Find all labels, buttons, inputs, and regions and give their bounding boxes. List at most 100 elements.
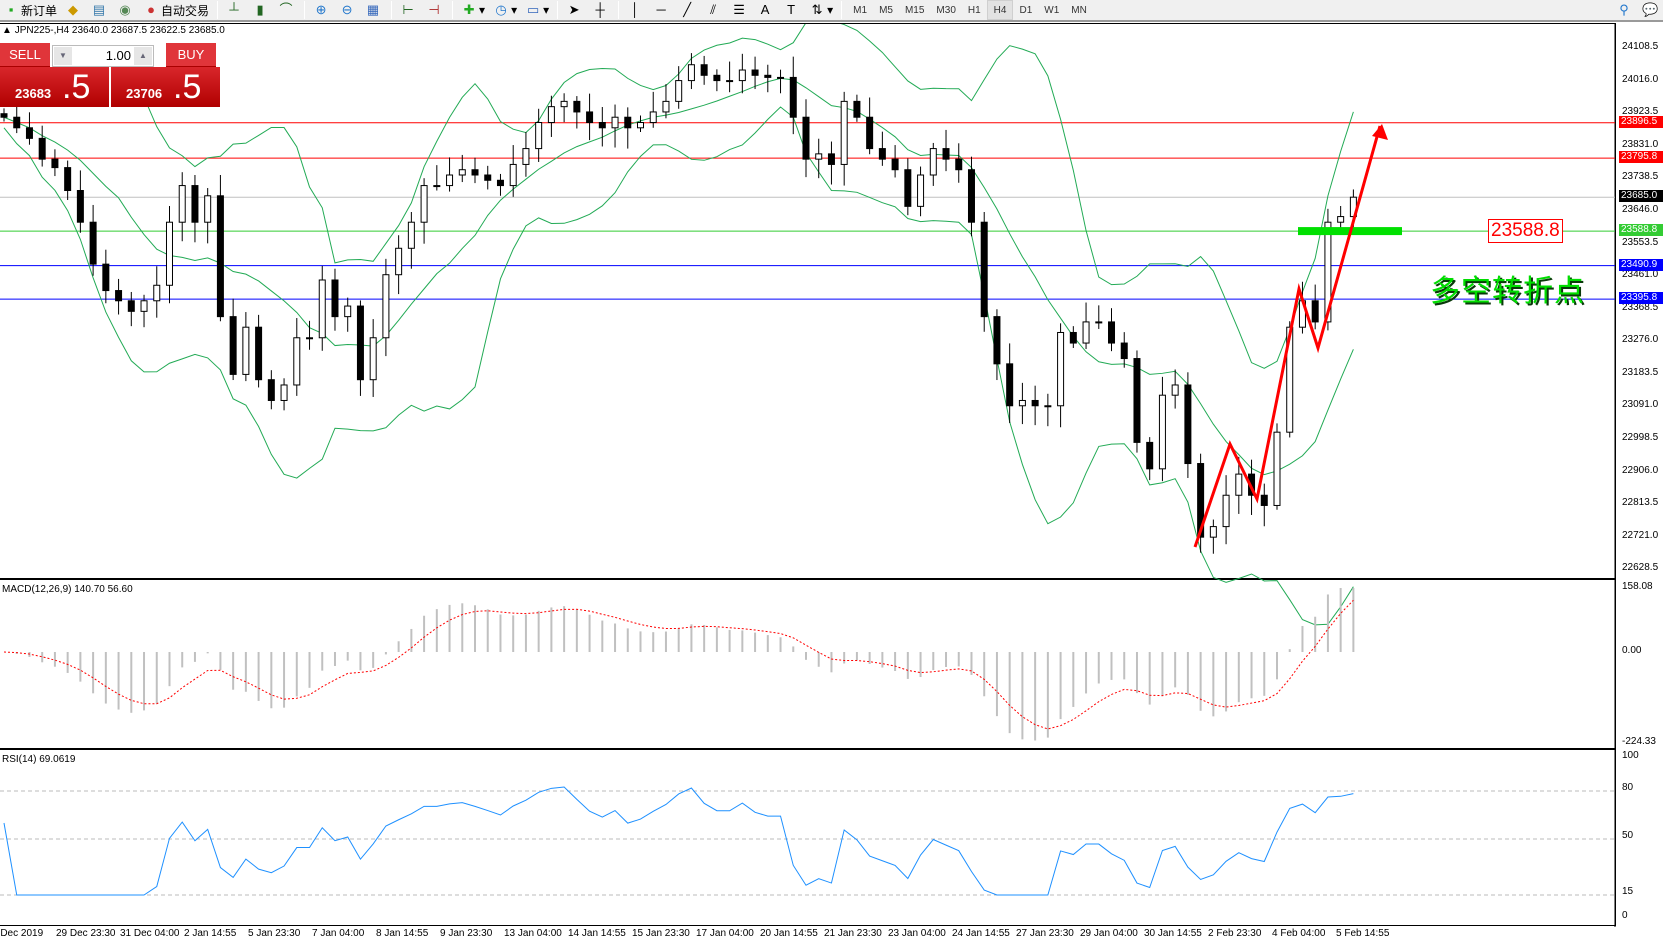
trendline-button[interactable]: ╱ (676, 0, 700, 20)
candle (1158, 394, 1166, 470)
candle (891, 158, 899, 171)
vertical-line-button[interactable]: │ (624, 0, 648, 20)
candle (738, 69, 746, 82)
zoom-out-button[interactable]: ⊖ (336, 0, 360, 20)
chart-header-text: JPN225-,H4 23640.0 23687.5 23622.5 23685… (14, 25, 225, 36)
candlestick-button[interactable]: ▮ (249, 0, 273, 20)
price-axis-label: 23923.5 (1622, 106, 1659, 118)
chart-canvas[interactable] (0, 24, 1663, 927)
lot-size-value[interactable]: 1.00 (105, 48, 131, 63)
level-price-tag: 23896.5 (1619, 115, 1663, 128)
timeframe-m15[interactable]: M15 (904, 4, 925, 16)
chart-shift-button[interactable]: ⊣ (423, 0, 447, 20)
timeframe-h1[interactable]: H1 (967, 4, 981, 16)
text-button[interactable]: A (754, 0, 778, 20)
buy-price-button[interactable]: 23706 .5 (111, 67, 220, 107)
candle (904, 169, 912, 207)
bollinger-middle (3, 77, 1354, 476)
auto-trading-button[interactable]: ● 自动交易 (140, 0, 212, 20)
candle (967, 169, 975, 223)
time-axis-label: 27 Jan 23:30 (1016, 928, 1074, 939)
timeframe-m30[interactable]: M30 (936, 4, 956, 16)
timeframe-d1[interactable]: D1 (1019, 4, 1033, 16)
candle (713, 74, 721, 82)
candle (764, 74, 772, 78)
signals-button[interactable]: ◉ (114, 0, 138, 20)
candle (140, 300, 148, 312)
separator (304, 1, 306, 19)
lot-size-field[interactable]: ▼ 1.00 ▲ (52, 45, 154, 67)
crosshair-icon: ┼ (595, 2, 605, 17)
market-watch-button[interactable]: ▤ (88, 0, 112, 20)
buy-button[interactable]: BUY (166, 43, 216, 67)
auto-trading-icon: ● (147, 2, 155, 17)
timeframe-m1[interactable]: M1 (853, 4, 868, 16)
autoscroll-button[interactable]: ⊢ (397, 0, 421, 20)
timeframe-m5[interactable]: M5 (879, 4, 893, 16)
timeframe-mn[interactable]: MN (1071, 4, 1087, 16)
sell-button[interactable]: SELL (0, 43, 50, 67)
candle (420, 185, 428, 223)
history-button[interactable]: ◆ (62, 0, 86, 20)
candle (1133, 358, 1141, 443)
candle (318, 279, 326, 339)
candle (255, 326, 263, 381)
macd-signal-line (3, 599, 1354, 730)
label-icon: T (787, 2, 796, 17)
candle (331, 279, 339, 318)
equidistant-channel-button[interactable]: ⫽ (702, 0, 726, 20)
timeframe-bar: M1 M5 M15 M30 H1 H4 D1 W1 MN (847, 0, 1093, 20)
chart-window[interactable]: ▲ JPN225-,H4 23640.0 23687.5 23622.5 236… (0, 23, 1616, 927)
cursor-button[interactable]: ➤ (563, 0, 587, 20)
arrows-button[interactable]: ⇅ ▾ (806, 0, 836, 20)
zoom-in-button[interactable]: ⊕ (310, 0, 334, 20)
bar-chart-button[interactable]: ┴ (223, 0, 247, 20)
candle (356, 305, 364, 381)
search-button[interactable]: ⚲ (1613, 0, 1637, 20)
tile-windows-icon: ▦ (366, 2, 380, 17)
periods-icon: ◷ (495, 2, 507, 17)
crosshair-button[interactable]: ┼ (589, 0, 613, 20)
periods-button[interactable]: ◷ ▾ (490, 0, 520, 20)
timeframe-w1[interactable]: W1 (1044, 4, 1060, 16)
time-axis-label: 14 Jan 14:55 (568, 928, 626, 939)
arrows-icon: ⇅ (811, 2, 823, 17)
sell-price-frac: .5 (62, 68, 91, 106)
candle (25, 127, 33, 139)
candle (64, 167, 72, 192)
candle (726, 80, 734, 83)
candle (102, 263, 110, 292)
sell-price-main: 23683 (15, 86, 52, 101)
line-chart-button[interactable]: ⌒ (275, 0, 299, 20)
candle (777, 76, 785, 79)
separator (841, 1, 843, 19)
level-price-label[interactable]: 23588.8 (1488, 219, 1563, 243)
candle (1324, 221, 1332, 323)
label-button[interactable]: T (780, 0, 804, 20)
fibonacci-button[interactable]: ☰ (728, 0, 752, 20)
templates-button[interactable]: ▭ ▾ (526, 2, 550, 17)
price-axis-label: 22721.0 (1622, 529, 1659, 541)
tile-windows-button[interactable]: ▦ (362, 0, 386, 20)
sell-price-button[interactable]: 23683 .5 (0, 67, 109, 107)
chat-button[interactable]: 💬 (1639, 0, 1663, 20)
price-axis-label: 22998.5 (1622, 432, 1659, 444)
lot-increase-button[interactable]: ▲ (134, 47, 152, 65)
time-axis-label: 13 Jan 04:00 (504, 928, 562, 939)
candle (1235, 473, 1243, 496)
time-axis-label: 8 Jan 14:55 (376, 928, 429, 939)
candle (1260, 494, 1268, 506)
level-price-tag: 23395.8 (1619, 292, 1663, 305)
lot-decrease-button[interactable]: ▼ (54, 47, 72, 65)
reversal-point-note[interactable]: 多空转折点 (1430, 275, 1585, 308)
candle (458, 169, 466, 176)
candle (446, 174, 454, 187)
macd-axis-label: -224.33 (1622, 735, 1656, 747)
candle (866, 116, 874, 150)
timeframe-h4[interactable]: H4 (986, 0, 1014, 20)
horizontal-line-button[interactable]: ─ (650, 0, 674, 20)
indicators-button[interactable]: ✚ ▾ (458, 0, 488, 20)
candle (560, 100, 568, 108)
line-chart-icon: ⌒ (279, 2, 293, 17)
new-order-button[interactable]: ▪ 新订单 (0, 0, 60, 20)
